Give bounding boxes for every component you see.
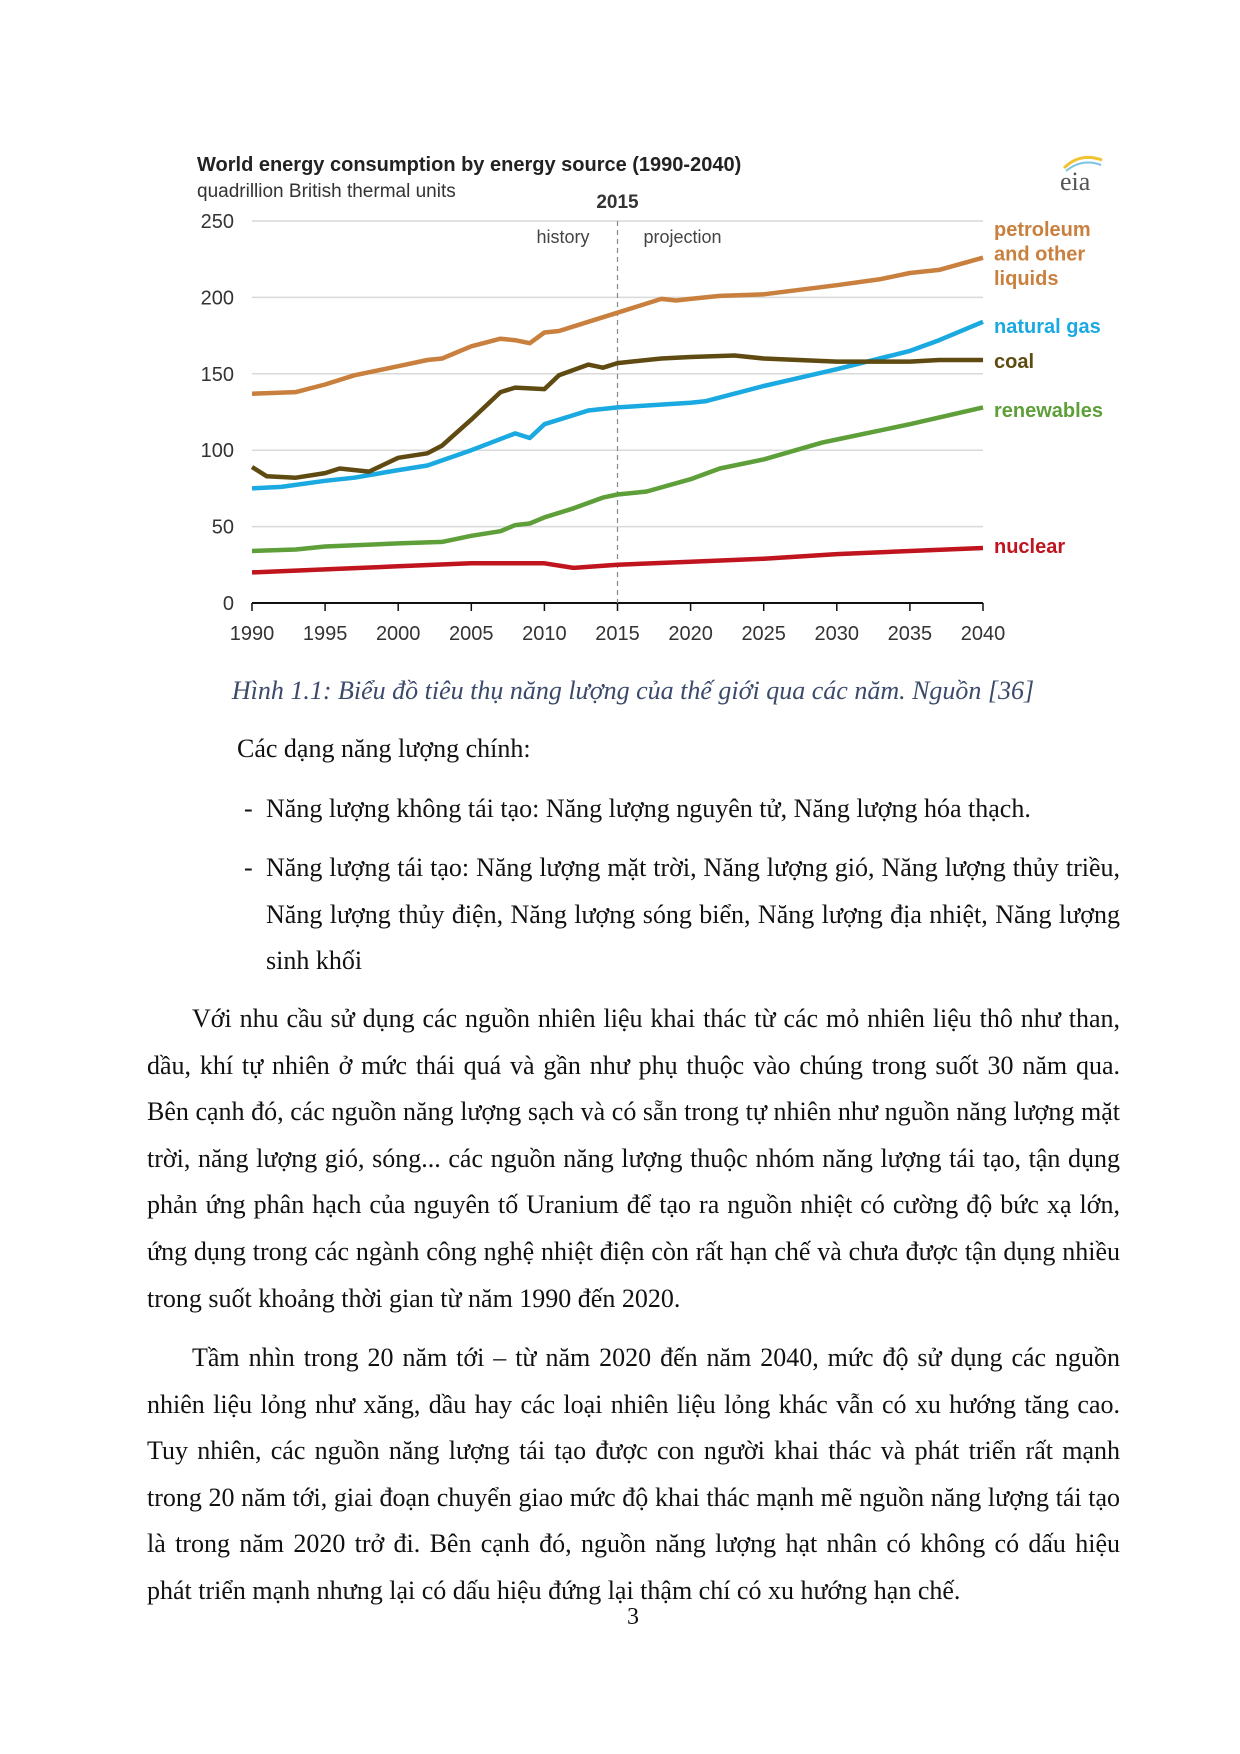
bullet-text: Năng lượng tái tạo: Năng lượng mặt trời,… xyxy=(266,853,1120,976)
y-tick-label: 200 xyxy=(201,287,234,309)
x-axis: 1990 1995 2000 2005 2010 2015 2020 2025 2030 2035… xyxy=(230,602,1006,645)
eia-logo-text: eia xyxy=(1060,167,1091,196)
x-tick-label: 2005 xyxy=(449,623,494,645)
x-tick-label: 2030 xyxy=(815,623,860,645)
page-number: 3 xyxy=(627,1604,639,1630)
x-tick-label: 2010 xyxy=(522,623,567,645)
x-tick-label: 2020 xyxy=(668,623,713,645)
x-tick-label: 2000 xyxy=(376,623,421,645)
y-tick-label: 100 xyxy=(201,440,234,462)
series-line-natural-gas xyxy=(251,319,984,491)
series-lines xyxy=(250,255,984,575)
history-projection-divider: 2015 history projection xyxy=(536,192,722,603)
energy-consumption-chart: World energy consumption by energy sourc… xyxy=(197,154,1103,645)
projection-label: projection xyxy=(644,227,722,247)
series-line-nuclear xyxy=(251,545,984,575)
eia-logo: eia xyxy=(1060,155,1103,196)
series-label: nuclear xyxy=(994,536,1065,558)
paragraph: Tầm nhìn trong 20 năm tới – từ năm 2020 … xyxy=(147,1343,1120,1605)
y-tick-label: 150 xyxy=(201,364,234,386)
y-tick-label: 0 xyxy=(223,593,234,615)
figure-caption: Hình 1.1: Biểu đồ tiêu thụ năng lượng củ… xyxy=(231,676,1035,705)
history-label: history xyxy=(536,227,589,247)
series-line-coal xyxy=(250,353,983,480)
chart-subtitle: quadrillion British thermal units xyxy=(197,181,456,202)
series-label: and other xyxy=(994,244,1085,266)
x-tick-label: 2025 xyxy=(741,623,786,645)
y-tick-label: 50 xyxy=(212,517,234,539)
series-label: liquids xyxy=(994,268,1058,290)
x-tick-label: 2040 xyxy=(961,623,1006,645)
x-tick-label: 2015 xyxy=(595,623,640,645)
series-label: renewables xyxy=(994,400,1103,422)
x-tick-label: 1995 xyxy=(303,623,348,645)
bullet-item: - Năng lượng không tái tạo: Năng lượng n… xyxy=(244,786,1120,833)
series-line-renewables xyxy=(251,405,984,554)
y-axis: 0 50 100 150 200 250 xyxy=(201,211,234,615)
y-tick-label: 250 xyxy=(201,211,234,233)
divider-year-label: 2015 xyxy=(596,192,639,213)
intro-text: Các dạng năng lượng chính: xyxy=(237,734,531,763)
bullet-marker: - xyxy=(244,853,253,882)
x-tick-label: 2035 xyxy=(888,623,933,645)
paragraph: Với nhu cầu sử dụng các nguồn nhiên liệu… xyxy=(147,1004,1120,1313)
series-label: coal xyxy=(994,351,1034,373)
series-label: petroleum xyxy=(994,219,1091,241)
bullet-item: - Năng lượng tái tạo: Năng lượng mặt trờ… xyxy=(244,845,1120,985)
bullet-text: Năng lượng không tái tạo: Năng lượng ngu… xyxy=(266,794,1031,823)
chart-title: World energy consumption by energy sourc… xyxy=(197,154,741,176)
series-line-petroleum-and-other-liquids xyxy=(251,255,984,396)
series-label: natural gas xyxy=(994,316,1101,338)
bullet-marker: - xyxy=(244,794,253,823)
x-tick-label: 1990 xyxy=(230,623,275,645)
